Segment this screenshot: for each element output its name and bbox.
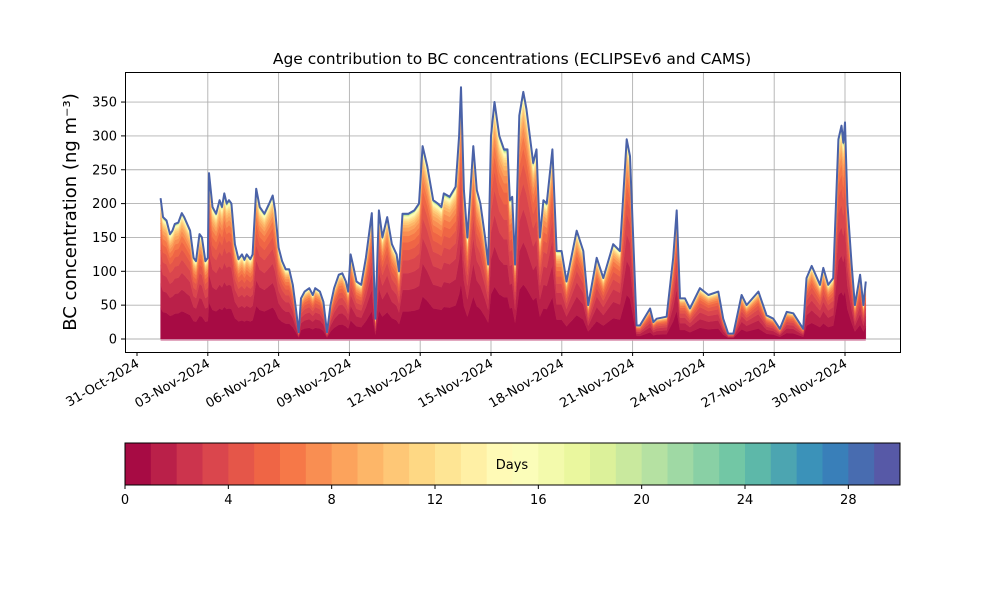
colorbar-bin: [667, 443, 694, 485]
colorbar-bin: [745, 443, 772, 485]
colorbar-bin: [641, 443, 668, 485]
colorbar-bin: [357, 443, 384, 485]
x-tick-label: 03-Nov-2024: [133, 356, 213, 411]
colorbar-tick-label: 12: [427, 493, 444, 508]
x-tick-label: 12-Nov-2024: [345, 356, 425, 411]
colorbar-bin: [564, 443, 591, 485]
total-concentration-line: [159, 86, 867, 335]
y-tick-label: 350: [92, 96, 117, 111]
y-tick-label: 300: [92, 129, 117, 144]
colorbar-tick-label: 16: [530, 493, 547, 508]
colorbar-bin: [512, 443, 539, 485]
colorbar-bin: [176, 443, 203, 485]
colorbar-bin: [615, 443, 643, 485]
colorbar-frame: [124, 442, 901, 486]
colorbar-tick-label: 0: [121, 493, 129, 508]
colorbar-bin: [770, 443, 798, 485]
colorbar-bin: [280, 443, 307, 485]
y-tick-label: 0: [109, 333, 117, 348]
y-tick-label: 250: [92, 163, 117, 178]
colorbar-bin: [228, 443, 255, 485]
colorbar-bin: [486, 443, 513, 485]
colorbar: Days 0 4 8 12 16 20 24 28: [121, 442, 901, 508]
x-tick-label: 15-Nov-2024: [416, 356, 496, 411]
colorbar-tick-label: 8: [328, 493, 336, 508]
x-tick-label: 24-Nov-2024: [628, 356, 708, 411]
colorbar-bin: [331, 443, 358, 485]
colorbar-bin: [305, 443, 333, 485]
colorbar-bin: [409, 443, 436, 485]
y-tick-label: 200: [92, 197, 117, 212]
colorbar-bin: [254, 443, 281, 485]
colorbar-tick-label: 4: [224, 493, 232, 508]
plot-frame: [125, 72, 901, 353]
colorbar-bin: [874, 443, 901, 485]
y-tick-label: 100: [92, 265, 117, 280]
chart-title: Age contribution to BC concentrations (E…: [273, 50, 751, 68]
colorbar-tick-label: 20: [633, 493, 650, 508]
colorbar-label: Days: [496, 458, 529, 473]
colorbar-bin: [150, 443, 178, 485]
x-tick-label: 30-Nov-2024: [770, 356, 850, 411]
colorbar-bin: [719, 443, 746, 485]
colorbar-bin: [435, 443, 462, 485]
x-tick-label: 06-Nov-2024: [203, 356, 283, 411]
x-tick-label: 21-Nov-2024: [557, 356, 637, 411]
colorbar-bin: [125, 443, 152, 485]
y-tick-label: 50: [100, 299, 117, 314]
colorbar-bin: [538, 443, 565, 485]
stacked-age-layers: [159, 86, 867, 341]
colorbar-bin: [693, 443, 720, 485]
y-axis-label: BC concentration (ng m⁻³): [60, 93, 81, 331]
colorbar-tick-label: 28: [840, 493, 857, 508]
colorbar-bin: [590, 443, 617, 485]
colorbar-bin: [202, 443, 229, 485]
x-tick-label: 09-Nov-2024: [274, 356, 354, 411]
colorbar-bin: [822, 443, 849, 485]
colorbar-tick-label: 24: [737, 493, 754, 508]
x-tick-label: 31-Oct-2024: [64, 356, 142, 410]
colorbar-bin: [460, 443, 488, 485]
x-tick-label: 18-Nov-2024: [487, 356, 567, 411]
y-tick-label: 150: [92, 231, 117, 246]
colorbar-bin: [383, 443, 410, 485]
colorbar-bin: [796, 443, 823, 485]
x-tick-label: 27-Nov-2024: [699, 356, 779, 411]
colorbar-bin: [848, 443, 875, 485]
